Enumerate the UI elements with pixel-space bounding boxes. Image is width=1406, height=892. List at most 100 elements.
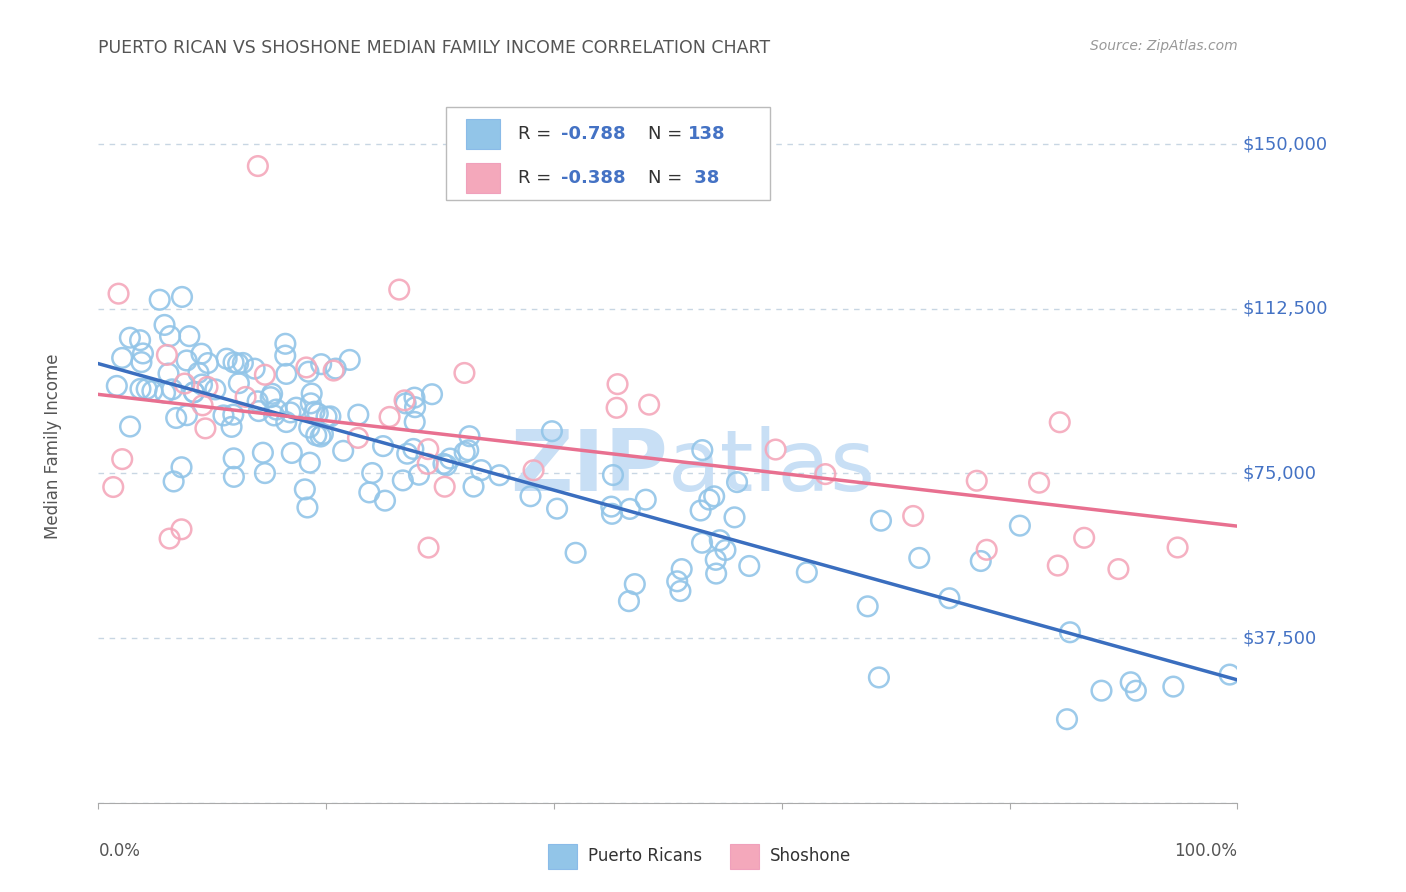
- Point: [129, 382, 152, 396]
- Point: [546, 501, 568, 516]
- Point: [253, 466, 276, 480]
- Point: [738, 559, 761, 574]
- Text: N =: N =: [648, 125, 689, 143]
- Point: [260, 390, 283, 404]
- Point: [617, 594, 640, 608]
- Point: [305, 428, 328, 442]
- Point: [457, 443, 479, 458]
- Point: [470, 463, 492, 477]
- Point: [1028, 475, 1050, 490]
- Point: [938, 591, 960, 606]
- Point: [392, 474, 415, 488]
- Point: [301, 386, 323, 401]
- Text: PUERTO RICAN VS SHOSHONE MEDIAN FAMILY INCOME CORRELATION CHART: PUERTO RICAN VS SHOSHONE MEDIAN FAMILY I…: [98, 39, 770, 57]
- Point: [901, 508, 924, 523]
- Point: [252, 446, 274, 460]
- Point: [347, 431, 370, 445]
- Point: [183, 385, 205, 400]
- Point: [176, 353, 198, 368]
- Text: 100.0%: 100.0%: [1174, 842, 1237, 860]
- Text: Shoshone: Shoshone: [770, 847, 852, 865]
- Point: [276, 367, 298, 381]
- Point: [222, 408, 245, 422]
- Point: [153, 385, 176, 400]
- Point: [519, 489, 541, 503]
- Text: 138: 138: [689, 125, 725, 143]
- Point: [170, 522, 193, 536]
- Point: [619, 502, 641, 516]
- Point: [439, 451, 461, 466]
- Point: [463, 480, 485, 494]
- Text: $75,000: $75,000: [1243, 465, 1317, 483]
- Point: [204, 383, 226, 397]
- Point: [418, 541, 440, 555]
- Point: [246, 394, 269, 409]
- Point: [666, 574, 689, 589]
- Point: [868, 670, 890, 684]
- Text: ZIP: ZIP: [510, 425, 668, 509]
- Point: [1056, 712, 1078, 726]
- FancyBboxPatch shape: [467, 163, 501, 194]
- Point: [170, 290, 193, 304]
- Point: [418, 442, 440, 457]
- Point: [294, 483, 316, 497]
- Point: [404, 415, 426, 429]
- Point: [332, 443, 354, 458]
- Point: [129, 333, 152, 347]
- Point: [796, 566, 818, 580]
- Point: [908, 550, 931, 565]
- Point: [111, 351, 134, 365]
- Point: [325, 361, 347, 376]
- Point: [159, 329, 181, 343]
- Point: [1219, 667, 1241, 681]
- Point: [602, 468, 624, 483]
- Point: [297, 365, 319, 379]
- Point: [606, 377, 628, 392]
- Point: [371, 439, 394, 453]
- Point: [976, 542, 998, 557]
- Point: [215, 351, 238, 366]
- Point: [600, 507, 623, 521]
- Point: [165, 411, 187, 425]
- Point: [315, 409, 337, 424]
- Text: 0.0%: 0.0%: [98, 842, 141, 860]
- Point: [1107, 562, 1129, 576]
- Point: [118, 419, 141, 434]
- Point: [298, 456, 321, 470]
- Text: Puerto Ricans: Puerto Ricans: [588, 847, 702, 865]
- Point: [458, 429, 481, 443]
- Point: [190, 347, 212, 361]
- Point: [709, 533, 731, 548]
- Point: [298, 420, 321, 434]
- Point: [191, 398, 214, 412]
- Point: [1125, 683, 1147, 698]
- Point: [295, 360, 318, 375]
- Point: [309, 429, 332, 443]
- Point: [416, 457, 439, 471]
- Point: [246, 159, 269, 173]
- Point: [402, 442, 425, 456]
- Point: [132, 346, 155, 360]
- Point: [671, 562, 693, 576]
- Point: [274, 349, 297, 363]
- Point: [347, 408, 370, 422]
- Point: [623, 577, 645, 591]
- Point: [404, 391, 426, 405]
- Point: [453, 366, 475, 380]
- Point: [970, 554, 993, 568]
- Point: [262, 386, 284, 401]
- Point: [281, 446, 304, 460]
- Point: [191, 377, 214, 392]
- Text: N =: N =: [648, 169, 689, 187]
- Point: [159, 532, 181, 546]
- Point: [388, 283, 411, 297]
- Point: [141, 384, 163, 398]
- Point: [488, 468, 510, 483]
- Point: [226, 357, 249, 371]
- Point: [173, 376, 195, 391]
- Point: [1046, 558, 1069, 573]
- Point: [541, 424, 564, 438]
- Point: [111, 452, 134, 467]
- Point: [197, 380, 219, 394]
- FancyBboxPatch shape: [731, 844, 759, 869]
